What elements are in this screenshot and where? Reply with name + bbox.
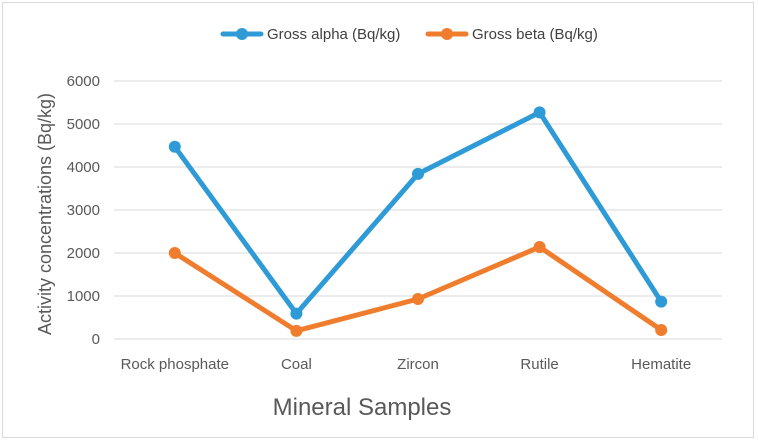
legend-swatch-marker: [236, 28, 248, 40]
y-tick-label: 6000: [67, 73, 100, 90]
y-tick-label: 2000: [67, 245, 100, 262]
series-line-0: [172, 109, 664, 317]
series-1-point: [533, 240, 546, 253]
y-tick-label: 0: [92, 331, 100, 348]
series-0-point: [290, 307, 303, 320]
y-tick-label: 5000: [67, 116, 100, 133]
series-1-point: [655, 323, 668, 336]
gridlines: [114, 80, 722, 340]
legend-entry-label: Gross alpha (Bq/kg): [267, 26, 400, 43]
series-0-point: [168, 140, 181, 153]
series-1-point: [412, 293, 424, 306]
y-axis-title: Activity concentrations (Bq/kg): [35, 93, 55, 335]
y-tick-label: 4000: [67, 159, 100, 176]
x-tick-labels: Rock phosphate Coal Zircon Rutile Hematite: [121, 356, 692, 373]
legend-entry-label: Gross beta (Bq/kg): [472, 26, 598, 43]
x-tick-label: Coal: [281, 356, 312, 373]
series-line-1: [172, 244, 664, 334]
x-tick-label: Zircon: [397, 356, 439, 373]
y-tick-label: 3000: [67, 202, 100, 219]
series-0-point: [412, 167, 424, 180]
series-0-point: [533, 106, 546, 119]
x-axis-title: Mineral Samples: [273, 394, 452, 421]
legend-swatch-marker: [441, 28, 453, 40]
series-1-point: [168, 247, 181, 259]
legend: Gross alpha (Bq/kg) Gross beta (Bq/kg): [220, 26, 598, 43]
series-1-point: [290, 324, 303, 337]
series-group: [168, 106, 668, 337]
series-0-point: [655, 295, 668, 308]
y-tick-label: 1000: [67, 288, 100, 305]
x-tick-label: Rutile: [520, 356, 558, 373]
x-tick-label: Rock phosphate: [121, 356, 229, 373]
x-tick-label: Hematite: [631, 356, 691, 373]
y-tick-labels: 0 1000 2000 3000 4000 5000 6000: [67, 73, 100, 348]
